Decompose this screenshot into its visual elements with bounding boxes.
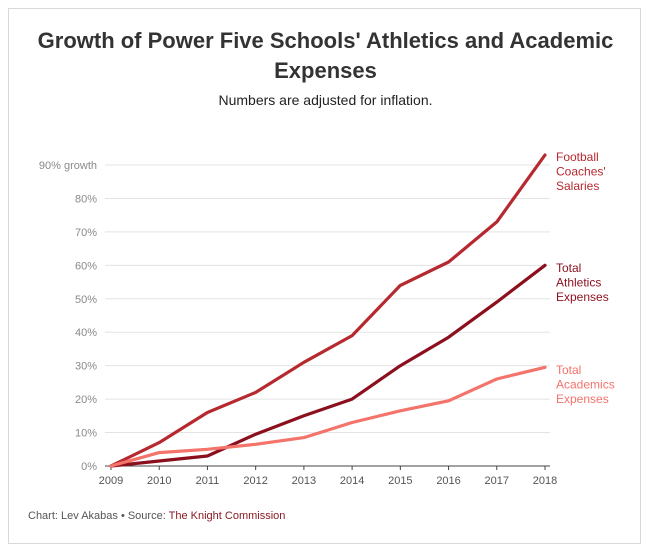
- y-tick-label: 30%: [75, 361, 97, 373]
- y-tick-label: 90% growth: [39, 160, 97, 172]
- x-tick-label: 2016: [436, 475, 460, 487]
- y-tick-label: 70%: [75, 227, 97, 239]
- series-label-line: Expenses: [556, 392, 609, 406]
- source-link[interactable]: The Knight Commission: [168, 510, 286, 522]
- series-label: Total Athletics Expenses: [556, 261, 609, 304]
- footer-credit: Chart: Lev Akabas • Source:: [28, 510, 169, 522]
- series-label: Football Coaches' Salaries: [556, 150, 606, 193]
- y-tick-label: 80%: [75, 193, 97, 205]
- y-tick-label: 40%: [75, 327, 97, 339]
- series-line: [109, 263, 547, 468]
- x-tick-label: 2014: [340, 475, 364, 487]
- series-line: [109, 153, 547, 468]
- chart-card: [8, 8, 641, 544]
- y-tick-label: 10%: [75, 428, 97, 440]
- y-tick-label: 20%: [75, 394, 97, 406]
- x-tick-label: 2018: [533, 475, 557, 487]
- x-tick-label: 2013: [292, 475, 316, 487]
- x-tick-label: 2011: [196, 475, 220, 487]
- series-label: Total Academics Expenses: [556, 363, 615, 406]
- chart-title: Growth of Power Five Schools' Athletics …: [37, 28, 614, 83]
- y-tick-label: 0%: [81, 461, 97, 473]
- series-label-line: Total: [556, 261, 581, 275]
- x-tick-label: 2017: [485, 475, 509, 487]
- chart-subtitle: Numbers are adjusted for inflation.: [218, 92, 433, 108]
- series-label-line: Total: [556, 363, 581, 377]
- y-tick-label: 50%: [75, 294, 97, 306]
- series-line: [109, 365, 547, 468]
- chart-footer: Chart: Lev Akabas • Source: The Knight C…: [28, 510, 285, 522]
- series-label-line: Salaries: [556, 179, 599, 193]
- series-label-line: Football: [556, 150, 599, 164]
- series-label-line: Coaches': [556, 165, 606, 179]
- x-tick-label: 2015: [388, 475, 412, 487]
- x-tick-label: 2010: [147, 475, 171, 487]
- x-tick-label: 2009: [99, 475, 123, 487]
- series-label-line: Athletics: [556, 276, 601, 290]
- series-label-line: Academics: [556, 378, 615, 392]
- y-tick-label: 60%: [75, 260, 97, 272]
- series-label-line: Expenses: [556, 290, 609, 304]
- x-tick-label: 2012: [243, 475, 267, 487]
